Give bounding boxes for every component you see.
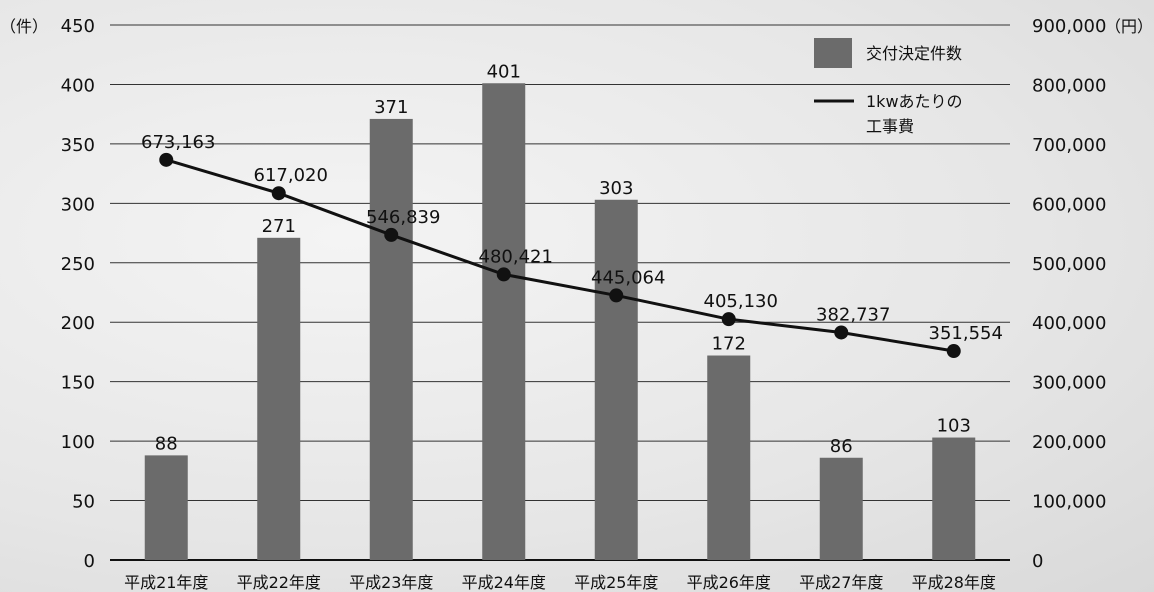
- line-value-label: 546,839: [366, 207, 440, 228]
- left-tick-label: 0: [84, 551, 95, 572]
- line-value-label: 673,163: [141, 132, 215, 153]
- right-tick-label: 100,000: [1032, 492, 1106, 513]
- x-tick-label: 平成23年度: [349, 573, 433, 592]
- left-tick-label: 100: [61, 432, 95, 453]
- x-tick-label: 平成27年度: [799, 573, 883, 592]
- line-value-label: 445,064: [591, 267, 665, 288]
- x-tick-label: 平成24年度: [462, 573, 546, 592]
- line-point: [721, 312, 736, 327]
- line-value-label: 617,020: [254, 165, 328, 186]
- bar-value-label: 172: [712, 334, 746, 355]
- right-tick-label: 600,000: [1032, 194, 1106, 215]
- legend: 交付決定件数 1kwあたりの 工事費: [814, 38, 963, 136]
- legend-line-label-2: 工事費: [866, 117, 914, 136]
- bar: [482, 83, 526, 560]
- bar: [594, 199, 638, 560]
- bar: [369, 118, 413, 560]
- bar-value-label: 271: [262, 216, 296, 237]
- x-tick-label: 平成21年度: [124, 573, 208, 592]
- line-point: [159, 152, 174, 167]
- right-tick-label: 500,000: [1032, 254, 1106, 275]
- bar: [932, 437, 976, 560]
- right-tick-label: 0: [1032, 551, 1043, 572]
- right-tick-label: 400,000: [1032, 313, 1106, 334]
- bar-value-label: 303: [599, 178, 633, 199]
- line-value-label: 480,421: [479, 246, 553, 267]
- line-value-label: 382,737: [816, 304, 890, 325]
- left-tick-label: 300: [61, 194, 95, 215]
- data-labels: 88 271 371 401 303 172 86 103 673,163 617,020 546,…: [141, 61, 1003, 457]
- legend-bar-swatch: [814, 38, 852, 68]
- left-tick-label: 150: [61, 373, 95, 394]
- legend-line-label-1: 1kwあたりの: [866, 92, 963, 111]
- x-tick-label: 平成25年度: [574, 573, 658, 592]
- left-tick-label: 50: [72, 492, 95, 513]
- line-value-label: 351,554: [929, 323, 1003, 344]
- right-tick-label: 800,000: [1032, 75, 1106, 96]
- axes: （件） （円） 0 50 100 150 200 250 300 350 400 450 0 100,…: [0, 16, 1153, 592]
- bar-value-label: 103: [937, 416, 971, 437]
- left-axis-unit: （件）: [0, 17, 48, 36]
- line-point: [834, 325, 849, 340]
- bar-value-label: 371: [374, 97, 408, 118]
- bar-series: [144, 83, 976, 561]
- line-point: [609, 288, 624, 303]
- left-tick-label: 450: [61, 16, 95, 37]
- right-tick-label: 200,000: [1032, 432, 1106, 453]
- line-series: [159, 152, 961, 359]
- bar: [257, 237, 301, 561]
- legend-bar-label: 交付決定件数: [866, 44, 962, 63]
- left-tick-label: 250: [61, 254, 95, 275]
- left-tick-label: 200: [61, 313, 95, 334]
- bar: [819, 457, 863, 560]
- line-value-label: 405,130: [704, 291, 778, 312]
- bar-value-label: 88: [155, 433, 178, 454]
- line-point: [496, 267, 511, 282]
- left-tick-label: 400: [61, 75, 95, 96]
- bar: [707, 355, 751, 560]
- right-tick-label: 900,000: [1032, 16, 1106, 37]
- line-point: [946, 344, 961, 359]
- x-tick-label: 平成26年度: [687, 573, 771, 592]
- right-tick-label: 300,000: [1032, 373, 1106, 394]
- bar: [144, 455, 188, 560]
- bar-value-label: 401: [487, 61, 521, 82]
- right-tick-label: 700,000: [1032, 135, 1106, 156]
- x-tick-label: 平成28年度: [912, 573, 996, 592]
- line-point: [384, 227, 399, 242]
- x-tick-label: 平成22年度: [237, 573, 321, 592]
- left-tick-label: 350: [61, 135, 95, 156]
- right-axis-unit: （円）: [1105, 17, 1153, 36]
- cost-line: [165, 158, 954, 353]
- bar-value-label: 86: [830, 436, 853, 457]
- line-point: [271, 186, 286, 201]
